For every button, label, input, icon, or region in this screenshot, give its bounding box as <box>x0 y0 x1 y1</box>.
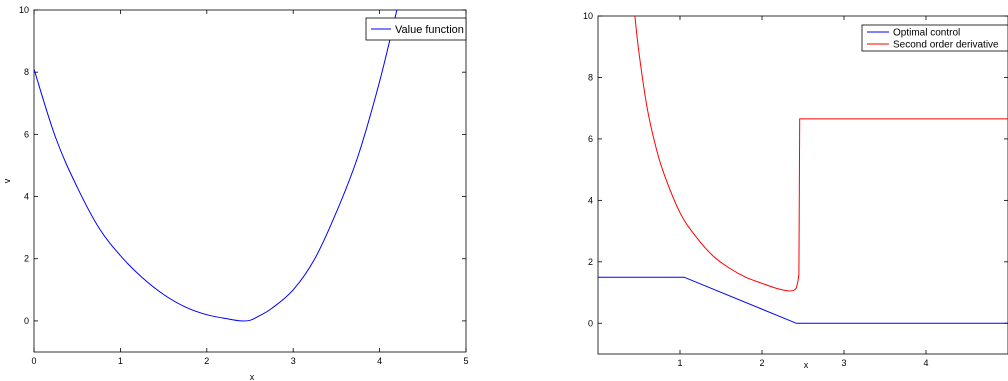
x-tick-label: 1 <box>677 358 682 368</box>
y-tick-label: 8 <box>24 67 29 77</box>
legend-box <box>861 24 1008 52</box>
series-line-second-order-derivative <box>634 16 1008 292</box>
y-tick-label: 2 <box>588 257 593 267</box>
series-line-optimal-control <box>598 276 1008 324</box>
legend-label: Value function <box>395 24 464 36</box>
x-axis-label: x <box>804 360 809 370</box>
y-tick-label: 10 <box>583 11 593 21</box>
series-group <box>598 16 1008 324</box>
x-tick-label: 5 <box>463 356 468 366</box>
x-tick-label: 3 <box>841 358 846 368</box>
series-line-value-function <box>34 10 398 322</box>
y-tick-label: 2 <box>24 254 29 264</box>
x-tick-label: 2 <box>759 358 764 368</box>
plot-frame <box>33 9 467 353</box>
x-tick-label: 1 <box>118 356 123 366</box>
x-tick-label: 2 <box>204 356 209 366</box>
y-tick-label: 4 <box>588 195 593 205</box>
y-tick-label: 6 <box>588 134 593 144</box>
legend-label: Optimal control <box>893 28 960 39</box>
x-axis-label: x <box>250 372 255 381</box>
y-tick-label: 8 <box>588 72 593 82</box>
plot-frame <box>597 15 1008 355</box>
x-tick-label: 3 <box>291 356 296 366</box>
y-tick-label: 4 <box>24 192 29 202</box>
legend-box <box>365 17 467 41</box>
x-tick-label: 0 <box>31 356 36 366</box>
y-tick-label: 0 <box>588 318 593 328</box>
legend-label: Second order derivative <box>893 40 999 51</box>
y-tick-label: 10 <box>19 5 29 15</box>
legend: Value function <box>365 17 467 41</box>
y-tick-label: 6 <box>24 129 29 139</box>
y-axis-label: v <box>2 178 12 183</box>
value-function-chart: 0 1 2 3 4 5 0 2 4 6 8 10 x v Value function <box>2 5 469 381</box>
x-tick-label: 4 <box>377 356 382 366</box>
series-group <box>34 10 398 322</box>
x-tick-label: 4 <box>923 358 928 368</box>
y-tick-label: 0 <box>24 316 29 326</box>
